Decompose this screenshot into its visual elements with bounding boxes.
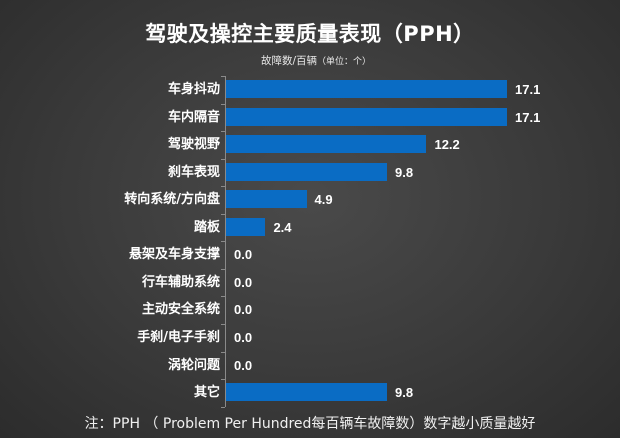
value-label: 9.8 xyxy=(395,385,414,401)
value-label: 0.0 xyxy=(234,329,253,345)
value-label: 0.0 xyxy=(234,274,253,290)
bar xyxy=(226,383,388,402)
value-label: 0.0 xyxy=(234,247,253,263)
category-label: 手刹/电子手刹 xyxy=(137,329,220,345)
category-label: 踏板 xyxy=(193,219,220,235)
chart-title: 驾驶及操控主要质量表现（PPH） xyxy=(145,22,475,46)
bar-row: 车内隔音 17.1 xyxy=(0,104,620,132)
category-label: 主动安全系统 xyxy=(141,302,220,318)
axis-tick xyxy=(221,351,225,353)
value-label: 4.9 xyxy=(314,192,333,208)
bar-row: 悬架及车身支撑 0.0 xyxy=(0,241,620,269)
axis-tick xyxy=(221,241,225,243)
bar-row: 主动安全系统 0.0 xyxy=(0,296,620,324)
bar-row: 转向系统/方向盘 4.9 xyxy=(0,186,620,214)
bar-row: 驾驶视野 12.2 xyxy=(0,131,620,159)
value-label: 9.8 xyxy=(395,164,414,180)
bar xyxy=(226,107,507,126)
value-label: 17.1 xyxy=(515,82,541,97)
axis-tick xyxy=(221,379,225,381)
axis-tick xyxy=(221,186,225,188)
value-label: 0.0 xyxy=(234,302,253,318)
subtitle-unit: （单位：个） xyxy=(317,57,372,67)
subtitle-main: 故障数/百辆 xyxy=(260,55,318,67)
bar xyxy=(226,135,427,154)
bar xyxy=(226,80,507,98)
bar xyxy=(226,190,307,209)
category-label: 涡轮问题 xyxy=(167,357,220,373)
axis-tick xyxy=(221,158,225,160)
axis-tick xyxy=(221,323,225,325)
category-label: 车内隔音 xyxy=(167,109,220,125)
chart-subtitle: 故障数/百辆（单位：个） xyxy=(0,53,620,68)
axis-tick xyxy=(221,213,225,215)
bar-row: 其它 9.8 xyxy=(0,379,620,407)
bar-row: 行车辅助系统 0.0 xyxy=(0,269,620,297)
bar xyxy=(226,162,388,181)
category-label: 车身抖动 xyxy=(167,82,220,97)
value-label: 17.1 xyxy=(515,109,541,125)
category-axis xyxy=(225,76,226,407)
category-label: 转向系统/方向盘 xyxy=(124,192,220,208)
category-label: 驾驶视野 xyxy=(167,137,220,153)
footnote: 注：PPH （ Problem Per Hundred每百辆车故障数）数字越小质… xyxy=(84,416,536,432)
category-label: 刹车表现 xyxy=(167,164,220,180)
bar-row: 车身抖动 17.1 xyxy=(0,76,620,104)
axis-tick xyxy=(221,406,225,408)
axis-tick xyxy=(221,131,225,133)
axis-tick xyxy=(221,103,225,105)
category-label: 悬架及车身支撑 xyxy=(128,247,220,263)
bar-row: 涡轮问题 0.0 xyxy=(0,352,620,380)
bar-row: 踏板 2.4 xyxy=(0,214,620,242)
value-label: 0.0 xyxy=(234,357,253,373)
category-label: 其它 xyxy=(193,385,220,401)
axis-tick xyxy=(221,296,225,298)
bar-row: 手刹/电子手刹 0.0 xyxy=(0,324,620,352)
bar-row: 刹车表现 9.8 xyxy=(0,159,620,187)
value-label: 12.2 xyxy=(434,137,460,153)
category-label: 行车辅助系统 xyxy=(141,274,220,290)
bar xyxy=(226,217,266,236)
axis-tick xyxy=(221,268,225,270)
axis-tick xyxy=(221,76,225,77)
value-label: 2.4 xyxy=(273,219,292,235)
